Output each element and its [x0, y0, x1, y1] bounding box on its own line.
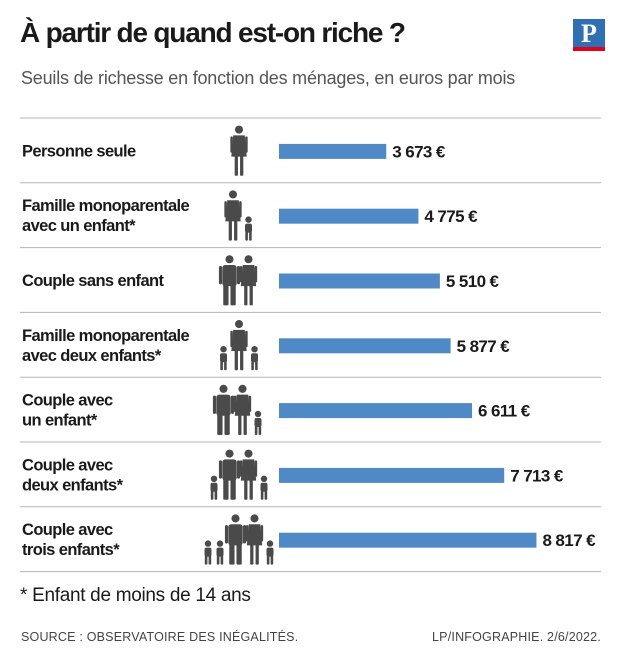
infographic-credit: LP/INFOGRAPHIE. 2/6/2022.: [432, 630, 601, 644]
child-silhouette-icon: [254, 410, 262, 435]
woman-silhouette-icon: [230, 125, 248, 176]
value-label: 5 877 €: [457, 337, 511, 356]
household-icon: [224, 190, 252, 241]
household-icon: [220, 320, 258, 371]
child-silhouette-icon: [260, 475, 268, 500]
category-label: Couple avec deux enfants*: [22, 456, 124, 494]
source-credit: SOURCE : OBSERVATOIRE DES INÉGALITÉS.: [21, 630, 299, 644]
woman-silhouette-icon: [230, 320, 248, 371]
value-label: 8 817 €: [542, 531, 596, 550]
woman-silhouette-icon: [239, 449, 258, 500]
man-silhouette-icon: [212, 384, 235, 435]
category-label: Couple avec trois enfants*: [22, 521, 120, 559]
household-icon: [230, 125, 248, 176]
value-label: 3 673 €: [392, 142, 446, 161]
value-label: 7 713 €: [510, 466, 564, 485]
data-bar: [279, 532, 537, 548]
logo-stripe: [573, 47, 605, 51]
household-icon: [212, 384, 262, 435]
household-icon: [210, 449, 268, 500]
woman-silhouette-icon: [224, 190, 242, 241]
household-icon: [204, 514, 274, 565]
logo-letter: P: [581, 19, 597, 48]
child-silhouette-icon: [220, 346, 227, 371]
child-silhouette-icon: [216, 540, 224, 565]
value-label: 6 611 €: [478, 402, 531, 421]
child-silhouette-icon: [204, 540, 212, 565]
category-label: Couple sans enfant: [22, 272, 164, 290]
man-silhouette-icon: [218, 255, 241, 306]
woman-silhouette-icon: [233, 384, 252, 435]
category-label: Famille monoparentale avec deux enfants*: [22, 327, 190, 365]
man-silhouette-icon: [224, 514, 247, 565]
child-silhouette-icon: [266, 540, 274, 565]
le-parisien-logo: P: [573, 19, 605, 51]
footnote: * Enfant de moins de 14 ans: [20, 585, 251, 606]
child-silhouette-icon: [210, 475, 218, 500]
woman-silhouette-icon: [245, 514, 264, 565]
data-bar: [279, 467, 505, 483]
category-label: Couple avec un enfant*: [22, 392, 113, 430]
chart-subtitle: Seuils de richesse en fonction des ménag…: [21, 68, 516, 88]
woman-silhouette-icon: [239, 255, 258, 306]
child-silhouette-icon: [245, 216, 252, 241]
child-silhouette-icon: [251, 346, 258, 371]
chart-title: À partir de quand est-on riche ?: [20, 17, 406, 48]
household-wealth-threshold-chart: Personne seule 3 673 € Famille monoparenta…: [20, 117, 601, 573]
value-label: 4 775 €: [424, 207, 478, 226]
value-label: 5 510 €: [446, 272, 500, 291]
data-bar: [279, 338, 451, 354]
category-label: Famille monoparentale avec un enfant*: [22, 197, 190, 235]
data-bar: [279, 273, 440, 289]
data-bar: [279, 208, 419, 224]
data-bar: [279, 143, 387, 159]
data-bar: [279, 403, 473, 419]
category-label: Personne seule: [22, 142, 136, 160]
household-icon: [218, 255, 258, 306]
man-silhouette-icon: [218, 449, 241, 500]
